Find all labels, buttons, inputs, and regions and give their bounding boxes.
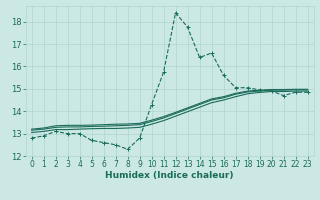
X-axis label: Humidex (Indice chaleur): Humidex (Indice chaleur) [105,171,234,180]
